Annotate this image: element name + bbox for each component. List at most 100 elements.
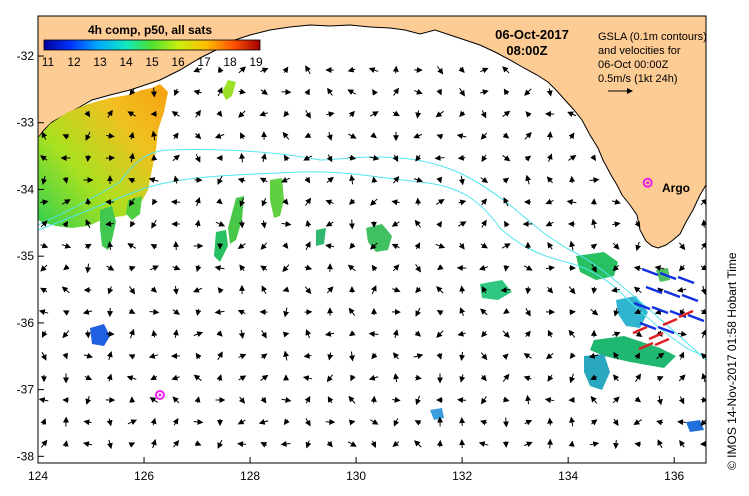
velocity-arrow: [392, 440, 400, 447]
velocity-arrow: [195, 264, 202, 273]
velocity-arrow: [348, 110, 355, 118]
velocity-arrow: [457, 330, 466, 337]
velocity-arrow: [260, 153, 267, 163]
velocity-arrow: [613, 374, 620, 382]
velocity-arrow: [525, 394, 532, 405]
velocity-arrow: [546, 438, 553, 449]
velocity-arrow: [282, 286, 290, 293]
velocity-arrow: [393, 87, 399, 96]
velocity-arrow: [40, 439, 48, 448]
velocity-arrow: [481, 396, 487, 405]
velocity-arrow: [657, 439, 663, 449]
colorbar-label: 11: [42, 55, 55, 69]
velocity-arrow: [240, 132, 246, 140]
velocity-arrow: [590, 395, 598, 404]
velocity-arrow: [326, 286, 334, 294]
velocity-arrow: [348, 395, 356, 404]
velocity-arrow: [459, 88, 465, 97]
velocity-arrow: [701, 372, 706, 383]
velocity-arrow: [678, 351, 685, 360]
velocity-arrow: [569, 175, 576, 184]
argo-float-icon: [642, 177, 653, 188]
velocity-arrow: [303, 155, 313, 161]
velocity-arrow: [392, 154, 399, 162]
velocity-arrow: [149, 308, 160, 315]
velocity-arrow: [38, 309, 49, 316]
x-tick-label: 124: [28, 469, 48, 483]
velocity-arrow: [172, 417, 179, 426]
velocity-arrow: [459, 285, 466, 294]
velocity-arrow: [83, 352, 94, 359]
velocity-arrow: [545, 198, 554, 205]
velocity-arrow: [260, 67, 269, 74]
velocity-arrow: [678, 374, 686, 382]
velocity-arrow: [480, 374, 487, 382]
velocity-arrow: [569, 240, 576, 251]
velocity-arrow: [457, 154, 466, 161]
velocity-arrow: [282, 331, 290, 338]
velocity-arrow: [458, 221, 467, 227]
velocity-arrow: [350, 374, 356, 382]
velocity-arrow: [172, 154, 180, 162]
y-tick-label: -36: [17, 316, 35, 330]
velocity-arrow: [370, 395, 377, 404]
velocity-arrow: [172, 396, 180, 404]
velocity-arrow: [458, 66, 465, 73]
velocity-arrow: [393, 418, 400, 427]
velocity-arrow: [129, 88, 136, 96]
velocity-arrow: [195, 109, 201, 118]
velocity-arrow: [105, 220, 114, 227]
velocity-arrow: [568, 440, 575, 447]
velocity-arrow: [546, 131, 553, 140]
velocity-arrow: [173, 88, 180, 97]
velocity-arrow: [546, 153, 553, 162]
velocity-arrow: [325, 199, 334, 206]
velocity-arrow: [633, 286, 642, 294]
velocity-arrow: [568, 132, 575, 140]
velocity-arrow: [305, 65, 311, 75]
velocity-arrow: [172, 308, 180, 315]
velocity-arrow: [84, 243, 92, 250]
argo-floats: [154, 177, 653, 400]
colorbar-label: 18: [223, 55, 237, 69]
velocity-arrow: [237, 177, 246, 184]
velocity-arrow: [62, 352, 69, 360]
velocity-arrow: [436, 66, 444, 75]
velocity-arrow: [590, 419, 598, 426]
velocity-arrow: [700, 285, 706, 296]
velocity-arrow: [591, 286, 598, 294]
velocity-arrow: [502, 353, 509, 360]
velocity-arrow: [369, 154, 380, 161]
velocity-arrow: [326, 176, 334, 183]
velocity-arrow: [480, 67, 489, 74]
x-tick-label: 126: [134, 469, 154, 483]
velocity-arrow: [214, 265, 225, 272]
velocity-arrow: [372, 89, 378, 96]
velocity-arrow: [676, 286, 687, 293]
legend-line-3: 06-Oct 00:00Z: [598, 59, 669, 71]
header-date: 06-Oct-2017: [495, 27, 569, 42]
strong-arrow-blue: [663, 289, 681, 299]
velocity-arrow: [370, 419, 379, 425]
velocity-arrow: [85, 219, 91, 229]
velocity-arrow: [524, 155, 532, 162]
velocity-arrow: [148, 352, 159, 359]
y-tick-label: -32: [17, 49, 35, 63]
velocity-arrow: [305, 197, 312, 206]
velocity-arrow: [238, 110, 246, 118]
velocity-arrow: [41, 330, 48, 338]
velocity-arrow: [128, 354, 136, 360]
velocity-arrow: [370, 132, 377, 139]
velocity-arrow: [392, 286, 401, 293]
velocity-arrow: [368, 67, 379, 74]
velocity-arrow: [173, 439, 180, 448]
velocity-arrow: [238, 66, 247, 74]
velocity-arrow: [545, 352, 554, 360]
velocity-arrow: [193, 89, 202, 96]
velocity-arrow: [612, 331, 621, 338]
velocity-arrow: [129, 265, 136, 272]
x-axis: 124 126 128 130 132 134 136: [28, 457, 685, 483]
velocity-arrow: [304, 88, 310, 96]
velocity-arrow: [700, 264, 706, 271]
velocity-arrow: [237, 418, 246, 425]
